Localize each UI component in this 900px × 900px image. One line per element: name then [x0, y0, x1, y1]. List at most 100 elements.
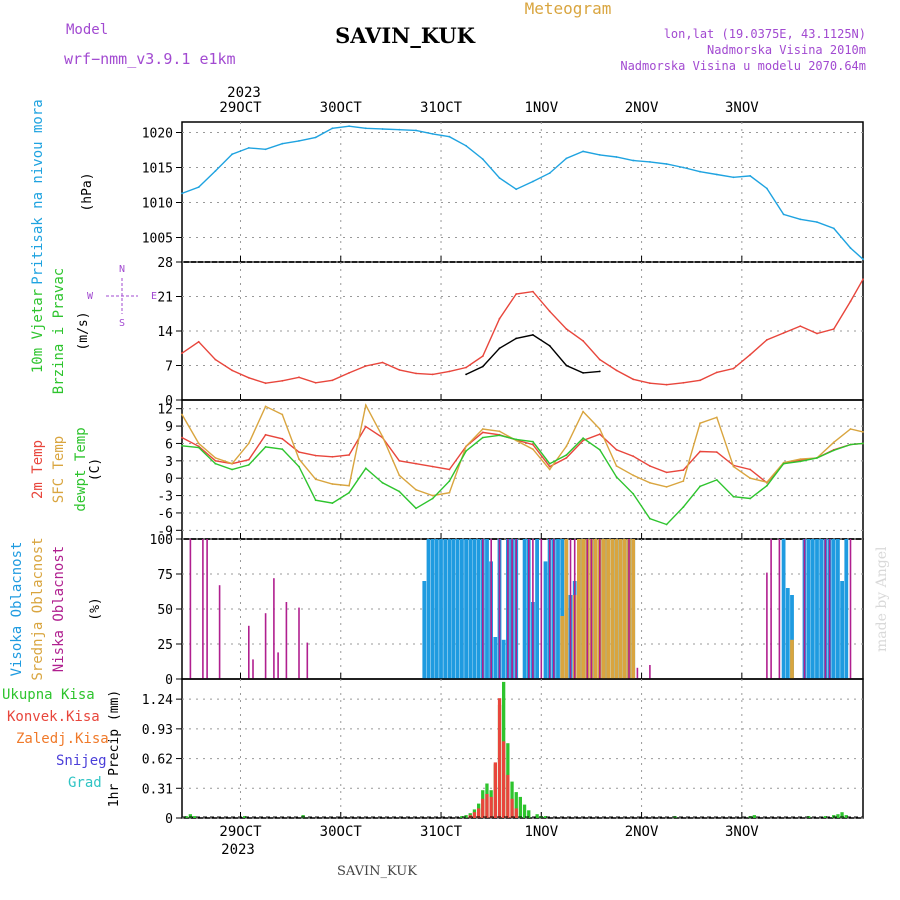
series-side-label: Brzina i Pravac [51, 268, 67, 394]
data-point [715, 479, 718, 481]
data-point [548, 310, 551, 313]
data-point [448, 468, 451, 471]
data-point [398, 369, 401, 371]
y-tick-label: 0.93 [142, 723, 173, 738]
data-bar [476, 539, 481, 679]
data-point [364, 425, 367, 428]
data-point [682, 469, 685, 471]
data-point [214, 462, 217, 465]
data-bar [490, 539, 492, 679]
data-bar [510, 798, 514, 818]
data-point [816, 457, 818, 459]
data-bar [532, 539, 534, 679]
data-point [314, 381, 317, 384]
data-point [749, 353, 752, 356]
data-point [548, 468, 551, 471]
y-tick-label: 3 [165, 455, 173, 470]
data-point [481, 158, 484, 161]
data-point [582, 410, 584, 413]
data-bar [543, 816, 548, 818]
chart-panel-2: 0 7 14 21 28 (m/s) 10m Vjetar Brzina i Pravac N S… [30, 256, 864, 409]
data-bar [610, 539, 615, 679]
plot-frame [181, 261, 864, 401]
data-point [582, 439, 584, 442]
data-point [448, 480, 451, 482]
data-point [298, 451, 300, 453]
data-bar [527, 810, 531, 818]
top-date-label: 3NOV [725, 100, 759, 116]
data-point [381, 361, 384, 364]
series-line [181, 125, 864, 260]
data-point [832, 449, 835, 452]
data-bar [573, 539, 576, 679]
data-point [298, 376, 300, 379]
data-bar [766, 572, 768, 679]
data-point [231, 468, 234, 471]
data-point [231, 462, 234, 465]
data-point [364, 404, 367, 407]
data-point [415, 129, 417, 132]
data-bar [189, 539, 192, 679]
data-bar [192, 816, 197, 818]
data-point [565, 457, 568, 459]
station-title: SAVIN_KUK [335, 23, 476, 48]
y-tick-label: 0 [165, 673, 173, 688]
data-point [732, 495, 735, 498]
data-point [331, 483, 334, 485]
data-point [331, 455, 334, 458]
data-point [715, 173, 718, 176]
data-bar [184, 816, 188, 818]
y-tick-label: 12 [157, 403, 173, 418]
data-point [715, 371, 718, 374]
data-point [816, 221, 818, 224]
data-point [649, 382, 651, 385]
data-point [431, 494, 434, 497]
data-point [582, 372, 584, 374]
data-point [364, 467, 367, 470]
data-point [314, 454, 317, 457]
data-bar [628, 539, 630, 679]
data-bar [248, 625, 250, 679]
top-date-label: 29OCT [219, 100, 262, 116]
data-point [849, 443, 852, 446]
chart-panel-1: 1005 1010 1015 1020 (hPa) Pritisak na nivou m… [30, 99, 864, 285]
data-point [799, 218, 802, 221]
data-bar [564, 539, 569, 679]
data-point [247, 442, 250, 445]
data-bar [434, 539, 439, 679]
precip-legend-label: Zaledj.Kisa [16, 731, 109, 747]
data-bar [844, 539, 849, 679]
data-point [181, 436, 183, 439]
data-bar [493, 637, 498, 679]
bottom-date-label: 31OCT [420, 824, 463, 840]
precip-legend-label: Ukupna Kisa [2, 687, 95, 703]
data-point [281, 379, 284, 382]
series-side-label: Niska Oblacnost [51, 546, 67, 672]
precip-legend-label: Grad [68, 775, 102, 791]
data-point [749, 468, 752, 471]
data-point [532, 290, 534, 293]
data-point [862, 431, 864, 433]
data-point [665, 383, 668, 386]
data-bar [815, 539, 819, 679]
data-point [632, 159, 635, 162]
y-tick-label: -6 [157, 507, 173, 522]
data-bar [823, 816, 827, 818]
elevation-label: Nadmorska Visina 2010m [707, 43, 866, 57]
bottom-date-label: 2NOV [625, 824, 659, 840]
data-bar [602, 539, 606, 679]
data-point [565, 328, 568, 330]
data-point [465, 373, 467, 376]
y-axis-label: (m/s) [76, 311, 91, 350]
data-point [615, 465, 618, 467]
data-point [548, 462, 551, 465]
data-bar [472, 539, 477, 679]
data-bar [298, 607, 300, 679]
data-point [682, 166, 685, 169]
model-label: Model [66, 22, 108, 38]
data-bar [460, 539, 464, 679]
data-point [749, 497, 752, 500]
data-point [766, 484, 768, 487]
data-bar [631, 539, 636, 679]
data-point [231, 369, 234, 372]
